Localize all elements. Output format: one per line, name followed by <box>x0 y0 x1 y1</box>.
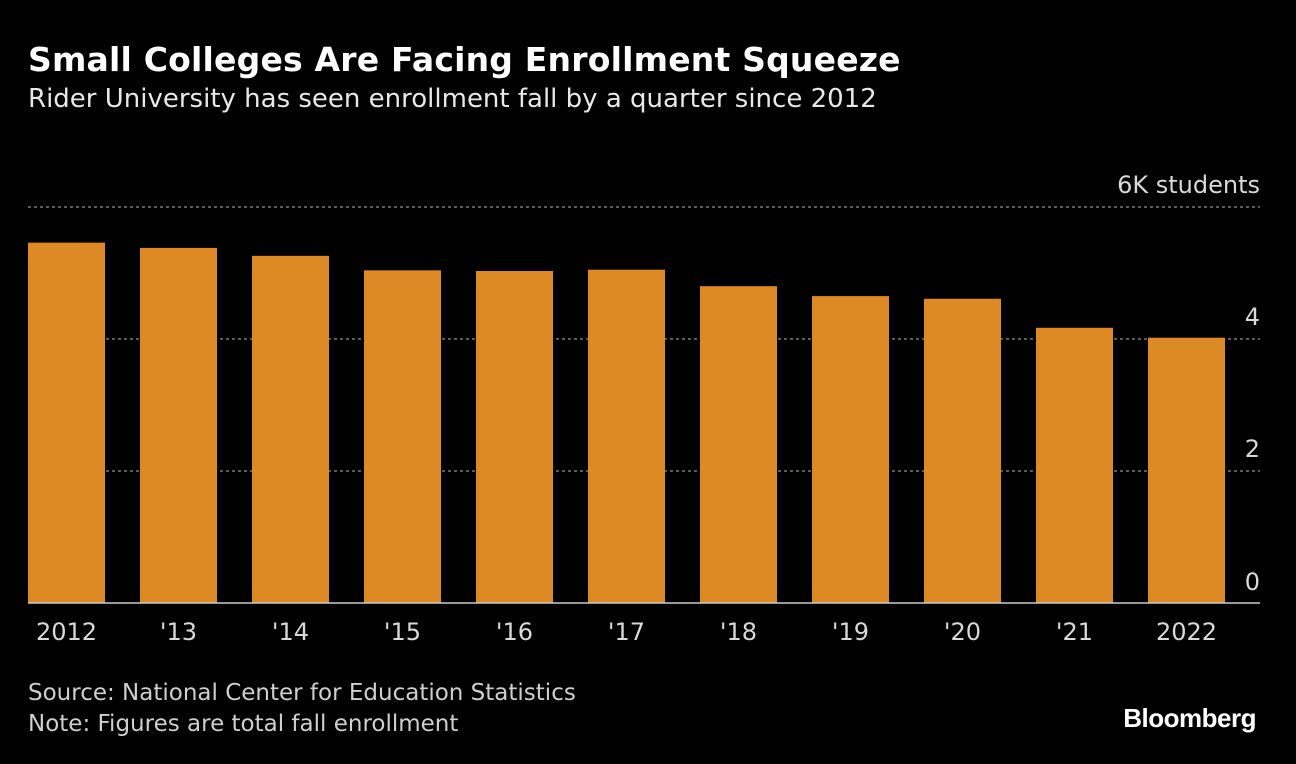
bar-2022 <box>1148 337 1225 603</box>
y-tick-label-4: 4 <box>1245 303 1260 331</box>
y-tick-label-6: 6K students <box>1117 171 1260 199</box>
x-tick-label-13: '13 <box>160 618 197 646</box>
bar-15 <box>364 270 441 603</box>
x-tick-label-21: '21 <box>1056 618 1093 646</box>
footnote: Note: Figures are total fall enrollment <box>28 711 459 737</box>
bloomberg-logo: Bloomberg <box>1123 703 1256 733</box>
x-tick-label-18: '18 <box>720 618 757 646</box>
bar-13 <box>140 247 217 604</box>
bar-21 <box>1036 327 1113 603</box>
x-tick-label-15: '15 <box>384 618 421 646</box>
bar-16 <box>476 271 553 603</box>
bar-2012 <box>28 242 105 603</box>
x-tick-label-16: '16 <box>496 618 533 646</box>
bar-17 <box>588 269 665 603</box>
x-tick-label-2022: 2022 <box>1156 618 1217 646</box>
y-tick-label-0: 0 <box>1245 568 1260 596</box>
bar-14 <box>252 255 329 603</box>
source-note: Source: National Center for Education St… <box>28 680 576 706</box>
chart-title: Small Colleges Are Facing Enrollment Squ… <box>28 40 901 79</box>
x-tick-label-19: '19 <box>832 618 869 646</box>
bar-18 <box>700 286 777 603</box>
x-tick-label-17: '17 <box>608 618 645 646</box>
bar-19 <box>812 296 889 603</box>
x-tick-label-2012: 2012 <box>36 618 97 646</box>
chart-subtitle: Rider University has seen enrollment fal… <box>28 84 877 114</box>
x-tick-label-14: '14 <box>272 618 309 646</box>
y-tick-label-2: 2 <box>1245 435 1260 463</box>
x-tick-label-20: '20 <box>944 618 981 646</box>
bar-20 <box>924 298 1001 603</box>
